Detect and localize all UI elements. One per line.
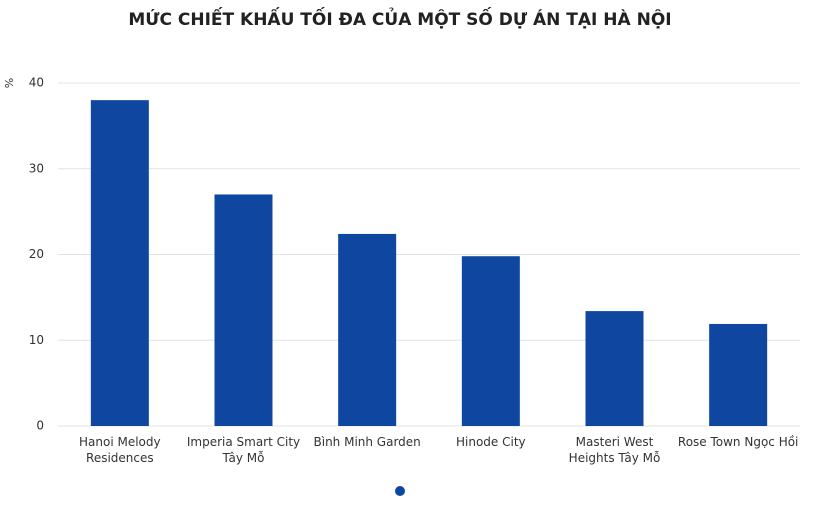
- x-tick-label: Masteri West Heights Tây Mỗ: [568, 435, 661, 465]
- y-tick-label: 10: [29, 333, 44, 347]
- bar: [461, 256, 520, 426]
- y-tick-label: 40: [29, 76, 44, 90]
- x-tick-label: Hinode City: [456, 435, 526, 449]
- x-tick-label: Imperia Smart City Tây Mỗ: [186, 435, 301, 465]
- y-tick-label: 30: [29, 161, 44, 175]
- bar: [90, 100, 149, 427]
- bar: [214, 194, 273, 426]
- y-tick-label: 20: [29, 247, 44, 261]
- x-tick-label: Rose Town Ngọc Hồi: [677, 435, 799, 449]
- y-axis-label: %: [3, 78, 16, 88]
- y-tick-label: 0: [36, 419, 44, 433]
- x-tick-label: Hanoi Melody Residences: [79, 435, 161, 465]
- bar: [585, 311, 644, 426]
- bar: [338, 233, 397, 426]
- pager-dot[interactable]: [395, 486, 405, 496]
- bar: [709, 323, 768, 426]
- x-tick-label: Bình Minh Garden: [313, 435, 421, 449]
- chart-title: MỨC CHIẾT KHẤU TỐI ĐA CỦA MỘT SỐ DỰ ÁN T…: [128, 6, 671, 30]
